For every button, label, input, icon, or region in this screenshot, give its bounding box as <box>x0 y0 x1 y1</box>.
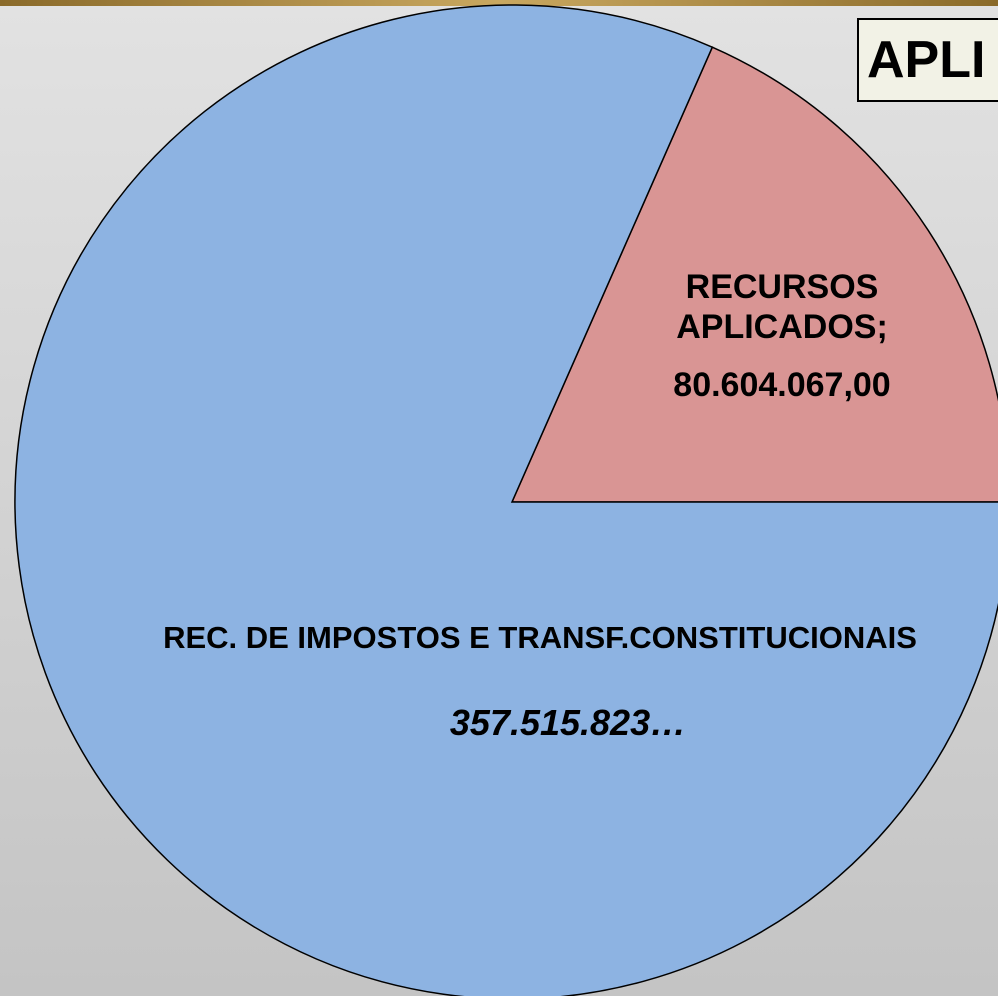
chart-title: APLI <box>857 18 998 102</box>
pie-slice <box>14 4 998 996</box>
slice-label: REC. DE IMPOSTOS E TRANSF.CONSTITUCIONAI… <box>163 620 917 655</box>
slice-label: RECURSOS APLICADOS; <box>676 268 888 346</box>
pie-slice <box>510 46 998 503</box>
slice-value-label: 357.515.823… <box>449 702 687 743</box>
top-border <box>0 0 998 6</box>
slice-value-label: 80.604.067,00 <box>673 366 891 404</box>
